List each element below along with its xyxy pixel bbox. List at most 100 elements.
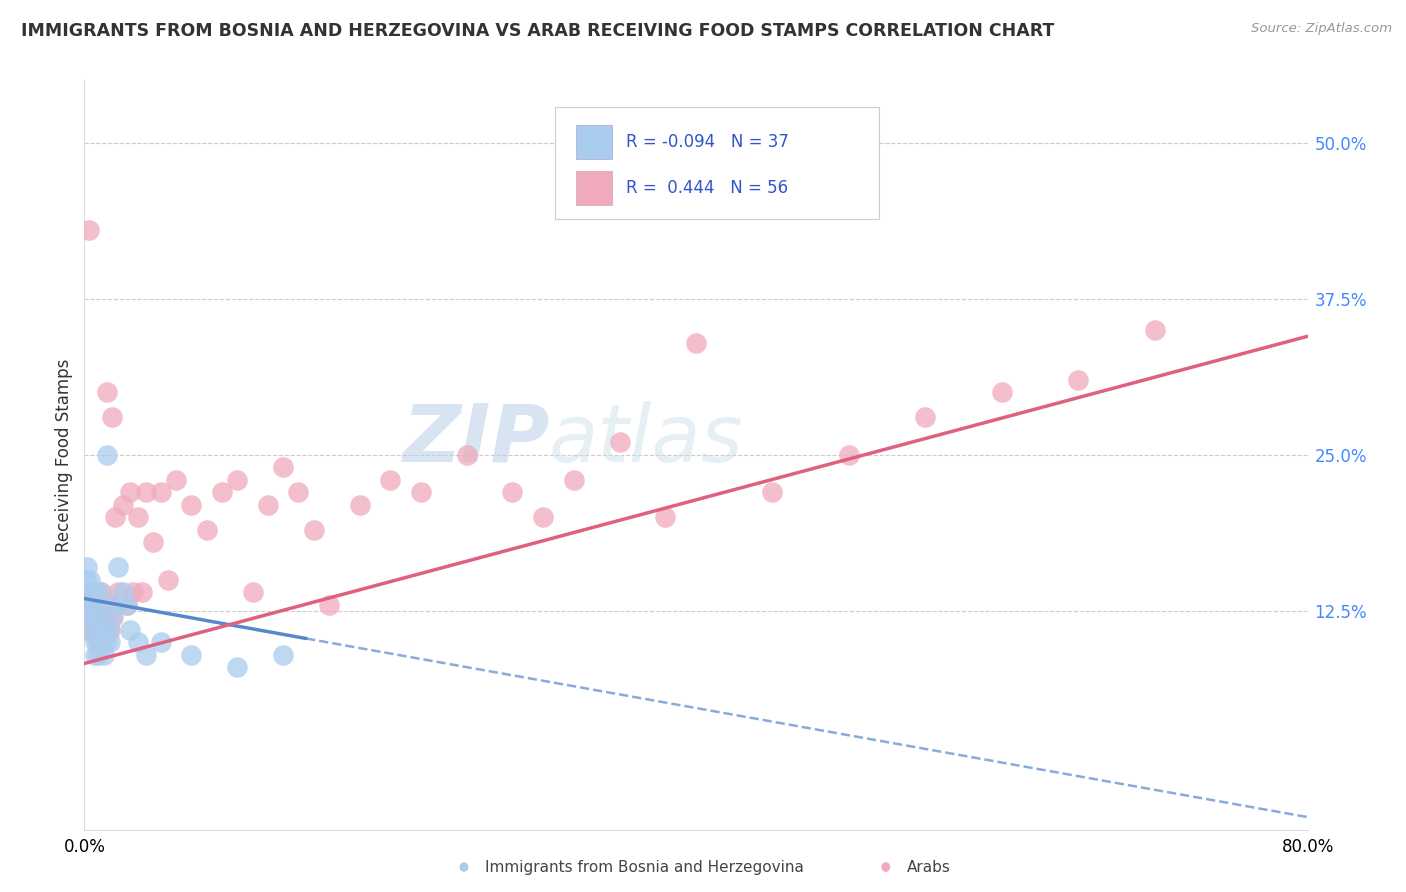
Point: [96, 448, 118, 462]
Point: [111, 585, 134, 599]
Point: [101, 410, 124, 425]
Text: R =  0.444   N = 56: R = 0.444 N = 56: [626, 179, 787, 197]
Point: [226, 660, 249, 674]
Point: [195, 523, 218, 537]
Point: [80, 623, 103, 637]
Point: [101, 610, 124, 624]
Point: [157, 573, 180, 587]
Point: [135, 485, 157, 500]
Point: [127, 635, 149, 649]
Point: [107, 560, 129, 574]
Point: [104, 598, 127, 612]
Point: [257, 498, 280, 512]
Y-axis label: Receiving Food Stamps: Receiving Food Stamps: [55, 359, 73, 551]
Point: [76, 560, 98, 574]
Point: [111, 498, 134, 512]
Point: [991, 385, 1014, 400]
Point: [87, 648, 110, 662]
Point: [349, 498, 371, 512]
Point: [120, 623, 142, 637]
Point: [180, 498, 202, 512]
Point: [98, 635, 121, 649]
Point: [90, 635, 112, 649]
Point: [409, 485, 432, 500]
Point: [90, 585, 112, 599]
Point: [562, 473, 585, 487]
Point: [1067, 373, 1090, 387]
Point: [531, 510, 554, 524]
Text: Arabs: Arabs: [907, 860, 950, 874]
Point: [211, 485, 233, 500]
Point: [83, 610, 105, 624]
Point: [914, 410, 936, 425]
Point: [86, 598, 108, 612]
Point: [456, 448, 478, 462]
Point: [91, 623, 114, 637]
Point: [761, 485, 783, 500]
Point: [115, 598, 138, 612]
Point: [838, 448, 860, 462]
Point: [83, 585, 105, 599]
Point: [87, 635, 110, 649]
Point: [142, 535, 165, 549]
Point: [103, 610, 125, 624]
Point: [165, 473, 187, 487]
Point: [149, 635, 172, 649]
Point: [122, 585, 145, 599]
Point: [86, 598, 108, 612]
Text: Source: ZipAtlas.com: Source: ZipAtlas.com: [1251, 22, 1392, 36]
Point: [380, 473, 402, 487]
Point: [83, 610, 105, 624]
Point: [77, 223, 100, 237]
Point: [226, 473, 249, 487]
Point: [149, 485, 172, 500]
Point: [654, 510, 676, 524]
Point: [1143, 323, 1166, 337]
Point: [135, 648, 157, 662]
Text: atlas: atlas: [550, 401, 744, 479]
Point: [79, 573, 101, 587]
Point: [80, 598, 103, 612]
Point: [127, 510, 149, 524]
Point: [89, 610, 111, 624]
Point: [94, 635, 117, 649]
Point: [79, 610, 101, 624]
Point: [93, 648, 115, 662]
Point: [87, 635, 110, 649]
Point: [287, 485, 309, 500]
Point: [97, 623, 120, 637]
Point: [91, 623, 114, 637]
Point: [107, 585, 129, 599]
Point: [271, 460, 294, 475]
Point: [76, 623, 98, 637]
Point: [115, 598, 138, 612]
Point: [77, 598, 100, 612]
Point: [104, 510, 127, 524]
Point: [131, 585, 153, 599]
Point: [84, 648, 107, 662]
Text: ZIP: ZIP: [402, 401, 550, 479]
Point: [96, 385, 118, 400]
Text: Immigrants from Bosnia and Herzegovina: Immigrants from Bosnia and Herzegovina: [485, 860, 804, 874]
Point: [89, 610, 111, 624]
Point: [75, 573, 97, 587]
Point: [79, 598, 101, 612]
Point: [120, 485, 142, 500]
Text: R = -0.094   N = 37: R = -0.094 N = 37: [626, 133, 789, 151]
Point: [93, 610, 115, 624]
Point: [80, 585, 103, 599]
Point: [302, 523, 325, 537]
Point: [271, 648, 294, 662]
Point: [609, 435, 631, 450]
Point: [98, 623, 121, 637]
Point: [180, 648, 202, 662]
Point: [318, 598, 340, 612]
Point: [77, 585, 100, 599]
Point: [89, 585, 111, 599]
Point: [685, 335, 707, 350]
Point: [84, 623, 107, 637]
Point: [242, 585, 264, 599]
Point: [97, 598, 120, 612]
Point: [86, 623, 108, 637]
Point: [84, 635, 107, 649]
